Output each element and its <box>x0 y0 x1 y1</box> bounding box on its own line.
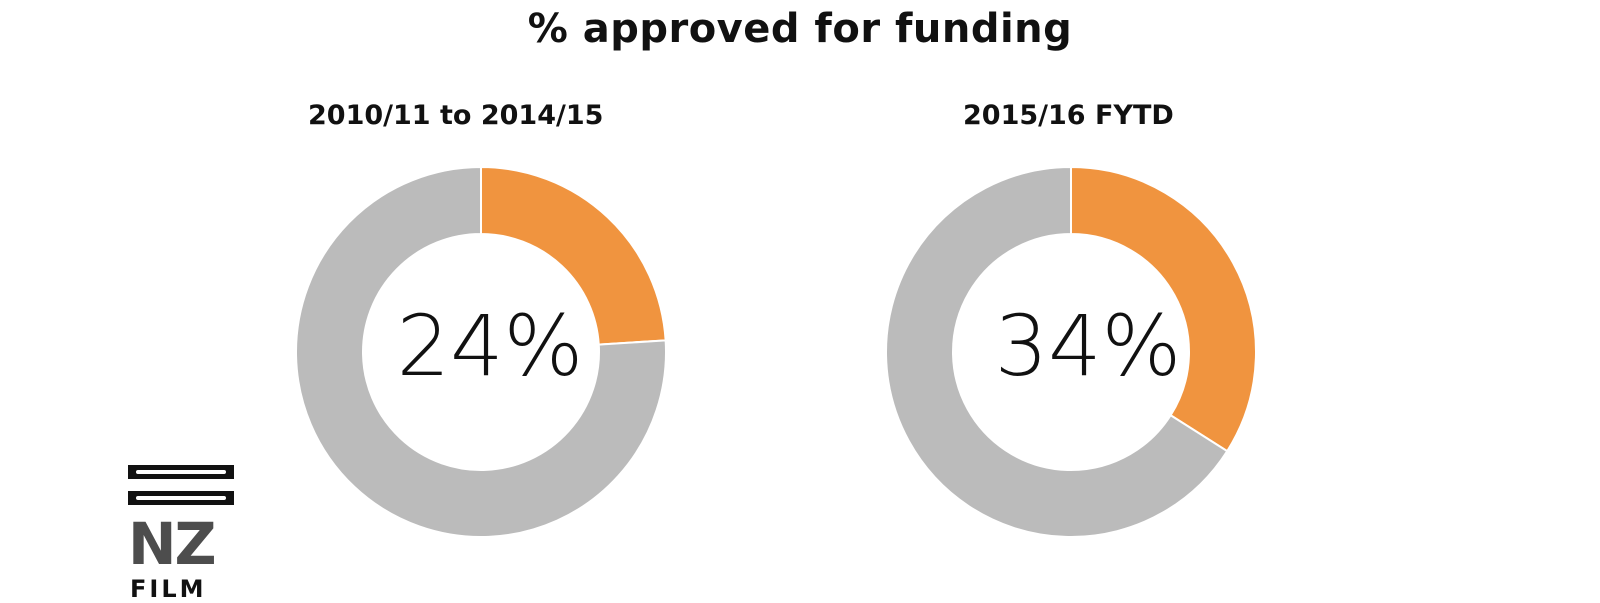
logo-text-film: FILM <box>130 575 207 603</box>
chart-1-remainder-slice <box>295 165 667 538</box>
donut-chart-1: 24% <box>295 165 667 538</box>
chart-2-subtitle: 2015/16 FYTD <box>963 100 1174 131</box>
chart-2-approved-slice <box>1070 165 1257 453</box>
chart-title: % approved for funding <box>527 6 1073 52</box>
chart-2-center-label: 34% <box>995 297 1182 395</box>
donut-chart-2: 34% <box>885 165 1257 538</box>
chart-1-center-label: 24% <box>397 297 584 395</box>
footnote-text <box>556 590 1456 600</box>
logo-text-nz: NZ <box>128 510 217 578</box>
chart-1-subtitle: 2010/11 to 2014/15 <box>308 100 604 131</box>
chart-2-remainder-slice <box>885 165 1229 538</box>
nz-film-logo: NZ FILM <box>128 465 238 603</box>
film-strip-icon <box>128 465 234 505</box>
chart-1-approved-slice <box>480 165 667 346</box>
